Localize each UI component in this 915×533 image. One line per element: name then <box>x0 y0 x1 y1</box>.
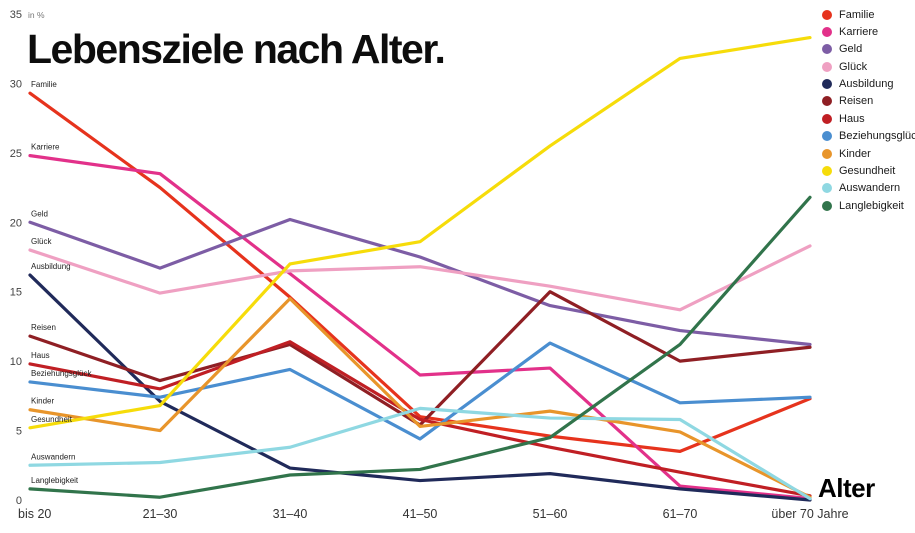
series-line-auswandern <box>28 406 812 501</box>
legend-item-auswandern: Auswandern <box>822 182 915 195</box>
y-tick-label: 35 <box>10 9 22 21</box>
series-line-gesundheit <box>28 36 812 430</box>
legend-item-ausbildung: Ausbildung <box>822 78 915 91</box>
legend-dot-icon <box>822 26 832 37</box>
legend-label: Geld <box>839 43 863 56</box>
series-start-label-karriere: Karriere <box>31 143 60 152</box>
legend-label: Reisen <box>839 95 874 108</box>
legend-label: Glück <box>839 60 868 73</box>
chart-title: Lebensziele nach Alter. <box>27 26 446 72</box>
legend-label: Langlebigkeit <box>839 199 904 212</box>
series-start-label-kinder: Kinder <box>31 397 54 406</box>
legend-label: Haus <box>839 112 865 125</box>
series-line-kinder <box>28 297 812 499</box>
y-tick-label: 10 <box>10 356 22 368</box>
x-tick-label: 61–70 <box>663 507 698 521</box>
x-tick-label: bis 20 <box>18 507 51 521</box>
legend-dot-icon <box>822 96 832 107</box>
legend-item-karriere: Karriere <box>822 25 915 38</box>
y-tick-label: 20 <box>10 217 22 229</box>
y-tick-label: 30 <box>10 78 22 90</box>
series-line-familie <box>28 91 812 453</box>
legend-item-haus: Haus <box>822 112 915 125</box>
legend-dot-icon <box>822 166 832 177</box>
y-tick-label: 25 <box>10 148 22 160</box>
series-start-label-langlebigkeit: Langlebigkeit <box>31 476 79 485</box>
legend-label: Karriere <box>839 25 879 38</box>
legend-item-geld: Geld <box>822 43 915 56</box>
series-start-label-reisen: Reisen <box>31 323 56 332</box>
series-start-label-gesundheit: Gesundheit <box>31 415 73 424</box>
series-line-langlebigkeit <box>28 195 812 499</box>
x-tick-label: 41–50 <box>403 507 438 521</box>
series-start-label-haus: Haus <box>31 351 50 360</box>
x-tick-label: 21–30 <box>143 507 178 521</box>
legend-item-gesundheit: Gesundheit <box>822 165 915 178</box>
legend-dot-icon <box>822 113 832 124</box>
series-start-label-auswandern: Auswandern <box>31 452 75 461</box>
y-tick-label: 0 <box>16 495 22 507</box>
legend-dot-icon <box>822 61 832 72</box>
series-start-label-familie: Familie <box>31 80 57 89</box>
x-tick-label: über 70 Jahre <box>771 507 848 521</box>
legend: Familie Karriere Geld Glück Ausbildung Reisen… <box>822 8 915 212</box>
series-line-haus <box>28 340 812 498</box>
legend-dot-icon <box>822 131 832 142</box>
series-start-label-geld: Geld <box>31 209 48 218</box>
legend-label: Beziehungsglück <box>839 130 915 143</box>
series-line-geld <box>28 217 812 347</box>
legend-dot-icon <box>822 44 832 55</box>
legend-dot-icon <box>822 9 832 20</box>
y-tick-label: 5 <box>16 426 22 438</box>
legend-label: Gesundheit <box>839 165 896 178</box>
series-start-label-ausbildung: Ausbildung <box>31 262 71 271</box>
y-tick-label: 15 <box>10 287 22 299</box>
legend-dot-icon <box>822 200 832 211</box>
legend-dot-icon <box>822 148 832 159</box>
series-line-reisen <box>28 290 812 427</box>
series-line-ausbildung <box>28 273 812 502</box>
legend-dot-icon <box>822 183 832 194</box>
legend-label: Auswandern <box>839 182 901 195</box>
y-axis-unit: in % <box>28 10 45 20</box>
series-line-beziehungsgl-ck <box>28 341 812 441</box>
series-line-karriere <box>28 154 812 501</box>
series-start-label-beziehungsgl-ck: Beziehungsglück <box>31 369 92 378</box>
x-tick-label: 31–40 <box>273 507 308 521</box>
legend-item-beziehungsgl-ck: Beziehungsglück <box>822 130 915 143</box>
x-tick-label: 51–60 <box>533 507 568 521</box>
legend-dot-icon <box>822 79 832 90</box>
legend-item-kinder: Kinder <box>822 147 915 160</box>
legend-item-gl-ck: Glück <box>822 60 915 73</box>
legend-label: Kinder <box>839 147 871 160</box>
legend-label: Ausbildung <box>839 78 894 91</box>
legend-label: Familie <box>839 8 875 21</box>
legend-item-familie: Familie <box>822 8 915 21</box>
legend-item-langlebigkeit: Langlebigkeit <box>822 199 915 212</box>
legend-item-reisen: Reisen <box>822 95 915 108</box>
x-axis-title: Alter <box>818 473 875 503</box>
series-line-gl-ck <box>28 244 812 312</box>
series-start-label-gl-ck: Glück <box>31 237 52 246</box>
